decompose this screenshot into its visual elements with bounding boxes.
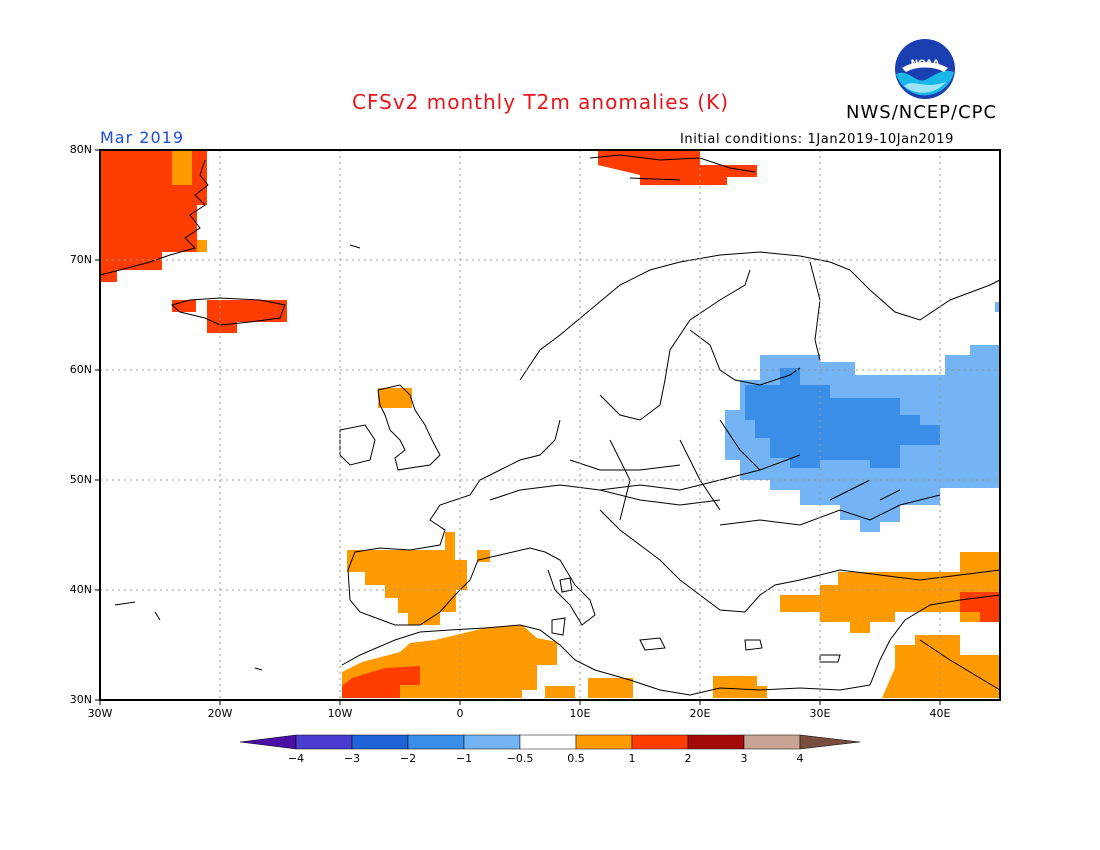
anomaly-scotland (378, 388, 412, 408)
lat-label: 40N (69, 583, 92, 596)
lon-label: 30W (87, 707, 113, 720)
colorbar-label: −2 (399, 752, 417, 765)
colorbar-segment (575, 734, 633, 750)
logo-text: NOAA (911, 59, 940, 69)
colorbar-label: −3 (343, 752, 361, 765)
colorbar-label: −4 (287, 752, 305, 765)
anomaly-svalbard (598, 150, 757, 185)
colorbar-label: −0.5 (506, 752, 534, 765)
noaa-logo-icon: NOAA (895, 39, 955, 99)
lon-label: 0 (456, 707, 464, 720)
lon-label: 30E (809, 707, 831, 720)
anomaly-russia-blue (745, 368, 940, 468)
lon-label: 40E (929, 707, 951, 720)
anomaly-morocco-red (342, 666, 420, 698)
colorbar-segment (687, 734, 745, 750)
colorbar-segment (519, 734, 577, 750)
colorbar (239, 734, 861, 750)
anomaly-middle-east (882, 635, 1000, 698)
month-label: Mar 2019 (100, 128, 184, 147)
gridlines (100, 150, 1000, 700)
lat-label: 30N (69, 693, 92, 706)
anomaly-fields (100, 150, 1000, 698)
colorbar-segment (295, 734, 353, 750)
lon-label: 10E (569, 707, 591, 720)
lon-label: 10W (327, 707, 353, 720)
colorbar-arrow-left (239, 734, 297, 750)
initial-conditions-label: Initial conditions: 1Jan2019-10Jan2019 (680, 132, 955, 147)
colorbar-label: 2 (684, 752, 692, 765)
anomaly-iberia (347, 532, 467, 625)
coastlines (99, 149, 1001, 696)
map-frame (99, 149, 1001, 701)
colorbar-segment (351, 734, 409, 750)
anomaly-turkey (780, 552, 1000, 633)
lon-label: 20W (207, 707, 233, 720)
map-title: CFSv2 monthly T2m anomalies (K) (352, 90, 729, 114)
colorbar-segment (631, 734, 689, 750)
lon-label: 20E (689, 707, 711, 720)
colorbar-segment (463, 734, 521, 750)
anomaly-iceland (207, 300, 287, 333)
colorbar-label: 3 (740, 752, 748, 765)
colorbar-label: 4 (796, 752, 804, 765)
colorbar-arrow-right (799, 734, 861, 750)
colorbar-label: 1 (628, 752, 636, 765)
agency-label: NWS/NCEP/CPC (846, 102, 998, 123)
axis-ticks (95, 149, 941, 705)
colorbar-label: −1 (455, 752, 473, 765)
colorbar-segment (743, 734, 801, 750)
lat-label: 60N (69, 363, 92, 376)
colorbar-label: 0.5 (567, 752, 585, 765)
lat-label: 70N (69, 253, 92, 266)
lat-label: 80N (69, 143, 92, 156)
colorbar-segment (407, 734, 465, 750)
anomaly-greenland-orange (172, 150, 192, 185)
lat-label: 50N (69, 473, 92, 486)
